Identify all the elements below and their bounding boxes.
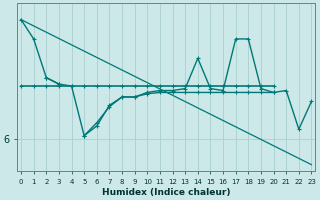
X-axis label: Humidex (Indice chaleur): Humidex (Indice chaleur)	[102, 188, 230, 197]
